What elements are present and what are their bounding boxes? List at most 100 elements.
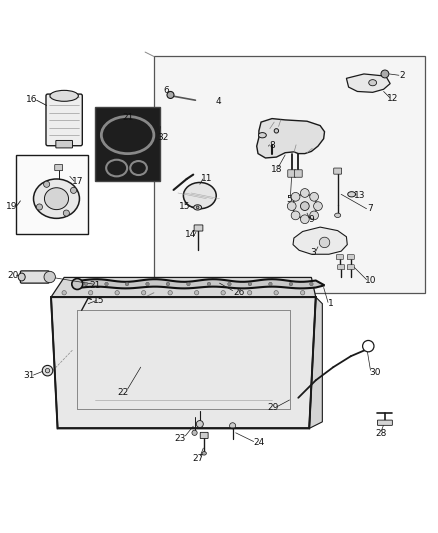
Circle shape — [105, 282, 108, 286]
Circle shape — [268, 282, 272, 286]
Circle shape — [287, 201, 295, 211]
Text: 3: 3 — [310, 248, 316, 257]
Circle shape — [220, 290, 225, 295]
Text: 23: 23 — [174, 434, 185, 443]
Circle shape — [309, 211, 318, 220]
Polygon shape — [308, 297, 321, 429]
Circle shape — [36, 204, 42, 210]
Circle shape — [229, 423, 235, 429]
Circle shape — [168, 290, 172, 295]
Circle shape — [71, 187, 77, 193]
FancyBboxPatch shape — [337, 265, 344, 270]
Text: 15: 15 — [178, 202, 190, 211]
Text: 29: 29 — [267, 403, 278, 413]
Text: 8: 8 — [268, 141, 274, 150]
Text: 19: 19 — [6, 202, 18, 211]
Text: 24: 24 — [253, 438, 264, 447]
Text: 5: 5 — [286, 196, 292, 205]
Text: 30: 30 — [368, 368, 380, 377]
Circle shape — [318, 237, 329, 248]
Text: 27: 27 — [191, 454, 203, 463]
Ellipse shape — [201, 451, 206, 455]
FancyBboxPatch shape — [194, 225, 202, 231]
Ellipse shape — [334, 213, 340, 217]
Circle shape — [194, 290, 198, 295]
Text: 11: 11 — [200, 174, 212, 183]
Polygon shape — [51, 278, 315, 297]
FancyBboxPatch shape — [336, 255, 343, 260]
Text: 26: 26 — [233, 288, 244, 297]
Ellipse shape — [292, 194, 316, 218]
Text: 10: 10 — [364, 277, 375, 286]
Circle shape — [227, 282, 231, 286]
Circle shape — [309, 282, 312, 286]
Text: 1: 1 — [328, 299, 333, 308]
FancyBboxPatch shape — [377, 420, 392, 425]
Ellipse shape — [183, 182, 216, 209]
Ellipse shape — [274, 128, 278, 133]
Circle shape — [362, 341, 373, 352]
Ellipse shape — [258, 133, 266, 138]
Text: 4: 4 — [215, 97, 220, 106]
FancyBboxPatch shape — [346, 265, 353, 270]
Circle shape — [300, 189, 308, 197]
FancyBboxPatch shape — [20, 271, 49, 283]
Circle shape — [196, 421, 203, 427]
Circle shape — [290, 192, 299, 201]
Circle shape — [290, 211, 299, 220]
Polygon shape — [292, 227, 346, 254]
Text: 20: 20 — [7, 271, 18, 280]
Circle shape — [88, 290, 92, 295]
Ellipse shape — [347, 192, 355, 197]
Circle shape — [166, 282, 170, 286]
FancyBboxPatch shape — [56, 141, 72, 148]
Ellipse shape — [44, 188, 68, 209]
Text: 14: 14 — [185, 230, 196, 239]
Text: 12: 12 — [386, 94, 397, 103]
FancyBboxPatch shape — [287, 170, 295, 177]
Text: 21: 21 — [122, 113, 133, 122]
Circle shape — [145, 282, 149, 286]
Circle shape — [45, 368, 49, 373]
Circle shape — [380, 70, 388, 78]
Circle shape — [186, 282, 190, 286]
Text: 16: 16 — [25, 95, 37, 104]
Circle shape — [125, 282, 128, 286]
Circle shape — [166, 92, 173, 99]
Ellipse shape — [50, 91, 78, 101]
Circle shape — [289, 282, 292, 286]
Text: 6: 6 — [163, 86, 169, 95]
Text: 28: 28 — [375, 429, 386, 438]
Circle shape — [44, 271, 55, 282]
Ellipse shape — [18, 273, 25, 281]
Text: 18: 18 — [270, 165, 282, 174]
Polygon shape — [256, 118, 324, 158]
Text: 15: 15 — [93, 296, 105, 305]
Circle shape — [42, 366, 53, 376]
Ellipse shape — [196, 206, 198, 209]
FancyBboxPatch shape — [16, 155, 88, 233]
Polygon shape — [346, 74, 389, 92]
Text: 32: 32 — [156, 133, 168, 142]
FancyBboxPatch shape — [293, 170, 301, 177]
Ellipse shape — [72, 279, 82, 289]
FancyBboxPatch shape — [200, 432, 208, 439]
Circle shape — [191, 430, 197, 435]
FancyBboxPatch shape — [55, 165, 63, 171]
Text: 31: 31 — [23, 372, 35, 381]
Ellipse shape — [33, 179, 79, 219]
Text: 9: 9 — [308, 215, 314, 224]
Text: 17: 17 — [71, 176, 83, 185]
FancyBboxPatch shape — [46, 94, 82, 146]
Circle shape — [309, 192, 318, 201]
Circle shape — [313, 201, 321, 211]
Polygon shape — [73, 279, 324, 288]
Circle shape — [207, 282, 210, 286]
Circle shape — [62, 290, 66, 295]
Text: 21: 21 — [89, 281, 100, 290]
Circle shape — [84, 282, 88, 286]
Circle shape — [43, 181, 49, 187]
Circle shape — [141, 290, 145, 295]
Ellipse shape — [368, 79, 376, 86]
Circle shape — [300, 215, 308, 224]
